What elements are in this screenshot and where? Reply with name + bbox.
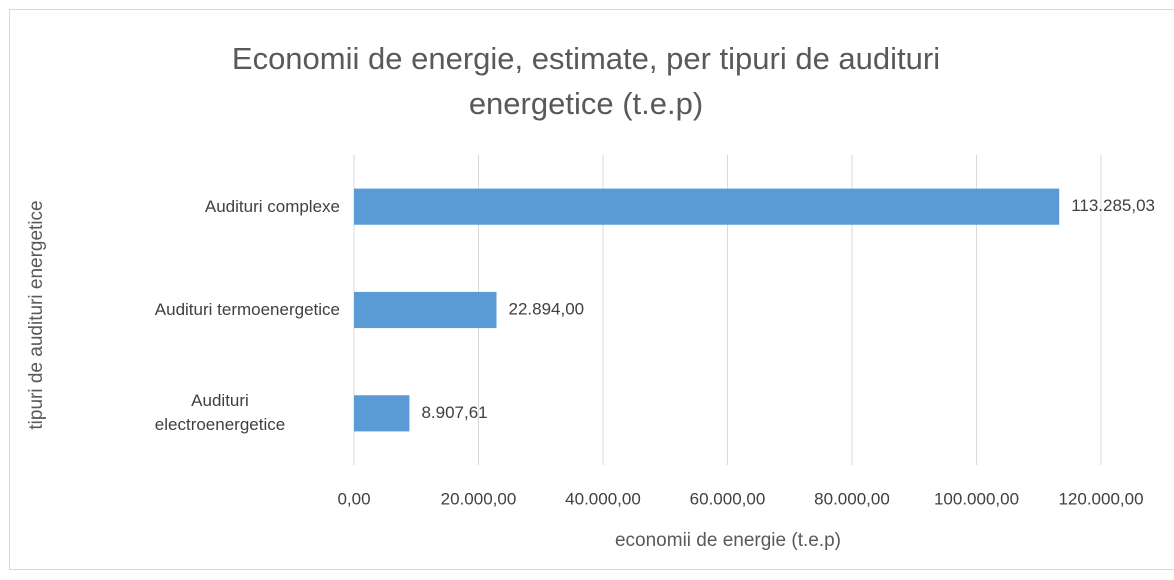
x-tick-label: 40.000,00: [565, 489, 641, 508]
y-tick-label: Audituri complexe: [60, 167, 340, 247]
y-tick-label-text: Audituri termoenergetice: [154, 300, 340, 319]
data-label: 113.285,03: [1071, 196, 1155, 215]
x-tick-label: 100.000,00: [934, 489, 1019, 508]
y-tick-label: Audituri termoenergetice: [60, 270, 340, 350]
bar: [354, 188, 1060, 225]
y-tick-label-box: Audituri complexe: [60, 167, 340, 247]
y-tick-label-box: Audituri electroenergetice: [60, 373, 340, 453]
y-tick-label-text: Audituri electroenergetice: [154, 391, 286, 435]
y-tick-label: Audituri electroenergetice: [60, 373, 340, 453]
data-label: 8.907,61: [421, 403, 487, 422]
data-label: 22.894,00: [509, 299, 585, 318]
x-tick-label: 60.000,00: [690, 489, 766, 508]
y-tick-label-box: Audituri termoenergetice: [60, 270, 340, 350]
chart-title: Economii de energie, estimate, per tipur…: [231, 41, 941, 121]
x-tick-label: 80.000,00: [814, 489, 890, 508]
chart-title-box: Economii de energie, estimate, per tipur…: [231, 41, 941, 121]
y-axis-label: tipuri de audituri energetice: [26, 200, 47, 429]
x-axis-label: economii de energie (t.e.p): [615, 530, 841, 551]
bar: [354, 291, 497, 329]
chart-border: [9, 9, 1174, 570]
x-tick-label: 0,00: [337, 489, 370, 508]
x-tick-label: 120.000,00: [1058, 489, 1143, 508]
y-tick-label-text: Audituri complexe: [204, 196, 340, 216]
x-tick-label: 20.000,00: [441, 489, 517, 508]
bar: [354, 395, 410, 432]
